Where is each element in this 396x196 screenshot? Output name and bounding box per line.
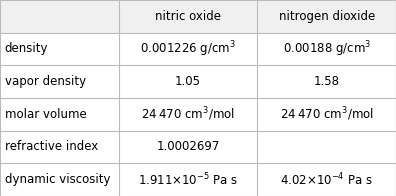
Bar (257, 163, 396, 196)
Bar (257, 98, 396, 131)
Text: 1.05: 1.05 (175, 75, 201, 88)
Bar (0, 163, 119, 196)
Bar (0, 33, 119, 65)
Bar (0, 98, 119, 131)
Text: density: density (5, 43, 48, 55)
Bar (257, 131, 396, 163)
Bar (257, 0, 396, 33)
Bar (119, 131, 257, 163)
Text: 1.58: 1.58 (314, 75, 340, 88)
Text: nitrogen dioxide: nitrogen dioxide (278, 10, 375, 23)
Bar (119, 33, 257, 65)
Text: vapor density: vapor density (5, 75, 86, 88)
Bar (257, 65, 396, 98)
Text: 24 470 cm$^3$/mol: 24 470 cm$^3$/mol (280, 105, 374, 123)
Bar (0, 131, 119, 163)
Text: 24 470 cm$^3$/mol: 24 470 cm$^3$/mol (141, 105, 235, 123)
Bar (0, 0, 119, 33)
Bar (119, 65, 257, 98)
Bar (119, 163, 257, 196)
Text: refractive index: refractive index (5, 141, 98, 153)
Text: 0.00188 g/cm$^3$: 0.00188 g/cm$^3$ (283, 39, 371, 59)
Bar (257, 33, 396, 65)
Text: 1.0002697: 1.0002697 (156, 141, 220, 153)
Text: molar volume: molar volume (5, 108, 86, 121)
Bar (119, 98, 257, 131)
Text: nitric oxide: nitric oxide (155, 10, 221, 23)
Text: 0.001226 g/cm$^3$: 0.001226 g/cm$^3$ (140, 39, 236, 59)
Text: 1.911×10$^{-5}$ Pa s: 1.911×10$^{-5}$ Pa s (138, 171, 238, 188)
Bar (0, 65, 119, 98)
Bar (119, 0, 257, 33)
Text: dynamic viscosity: dynamic viscosity (5, 173, 110, 186)
Text: 4.02×10$^{-4}$ Pa s: 4.02×10$^{-4}$ Pa s (280, 171, 373, 188)
